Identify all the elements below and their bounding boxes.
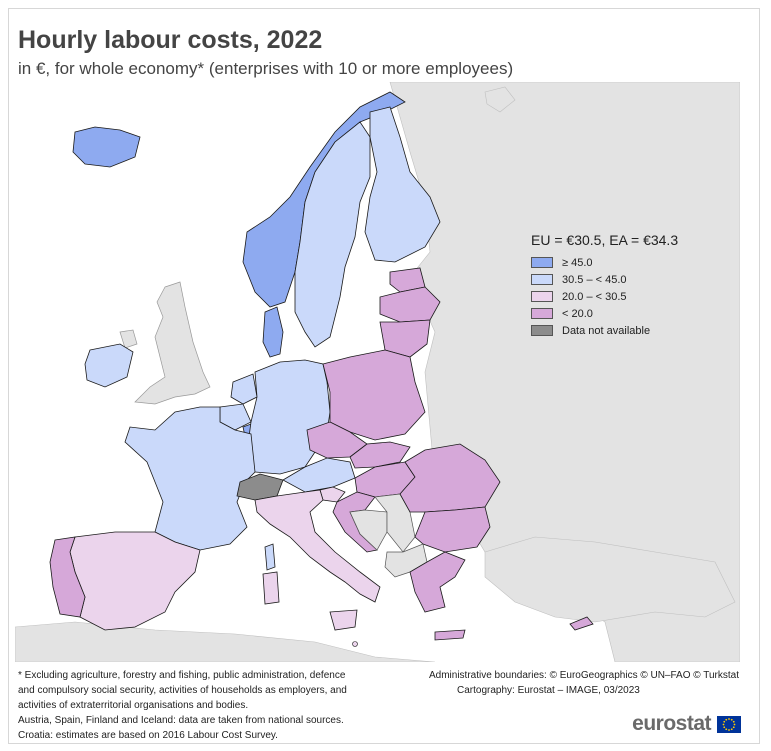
country-poland [322, 349, 426, 441]
country-netherlands [230, 373, 258, 405]
footnote-line: Croatia: estimates are based on 2016 Lab… [18, 730, 278, 741]
country-cyprus [569, 616, 594, 631]
land-north-africa [15, 621, 436, 662]
island-sicily [329, 609, 358, 631]
country-slovakia [349, 441, 411, 469]
country-italy [254, 489, 381, 603]
country-denmark [262, 306, 284, 358]
credit-boundaries: Administrative boundaries: © EuroGeograp… [428, 670, 739, 681]
legend-swatch-2 [531, 274, 553, 285]
logo-text: eurostat [632, 712, 711, 735]
legend-item: ≥ 45.0 [531, 254, 678, 271]
map-title: Hourly labour costs, 2022 [18, 26, 323, 54]
land-uk [134, 281, 211, 405]
legend-swatch-5 [531, 325, 553, 336]
land-north-islands [484, 86, 516, 113]
footnote-line: Austria, Spain, Finland and Iceland: dat… [18, 715, 344, 726]
legend-swatch-4 [531, 308, 553, 319]
legend-label: 20.0 – < 30.5 [562, 290, 627, 303]
legend-label: 30.5 – < 45.0 [562, 273, 627, 286]
land-turkey [484, 536, 736, 623]
credit-cartography: Cartography: Eurostat – IMAGE, 03/2023 [456, 685, 640, 696]
country-bulgaria [414, 506, 491, 553]
map-subtitle: in €, for whole economy* (enterprises wi… [18, 59, 514, 78]
country-malta [352, 641, 358, 647]
legend-swatch-3 [531, 291, 553, 302]
country-germany [246, 359, 331, 475]
legend-item: Data not available [531, 322, 678, 339]
island-sardinia [262, 571, 280, 605]
legend-headline: EU = €30.5, EA = €34.3 [531, 232, 679, 248]
island-crete [434, 629, 466, 641]
footnote-line: activities of extraterritorial organisat… [18, 700, 249, 711]
legend-item: 30.5 – < 45.0 [531, 271, 678, 288]
country-france [124, 406, 256, 551]
country-latvia [379, 286, 441, 323]
footnote-line: * Excluding agriculture, forestry and fi… [18, 670, 346, 681]
country-portugal [49, 536, 86, 618]
legend-item: < 20.0 [531, 305, 678, 322]
legend-label: Data not available [562, 324, 651, 337]
credits: Administrative boundaries: © EuroGeograp… [429, 668, 739, 698]
europe-map [15, 82, 740, 662]
country-greece [409, 551, 466, 613]
country-ireland [84, 343, 134, 388]
country-iceland [72, 126, 141, 168]
land-northern-ireland [119, 329, 138, 349]
island-corsica [264, 543, 276, 571]
legend-item: 20.0 – < 30.5 [531, 288, 678, 305]
legend-label: < 20.0 [562, 307, 593, 320]
country-spain [69, 531, 201, 631]
legend-swatch-1 [531, 257, 553, 268]
footnote-line: and compulsory social security, activiti… [18, 685, 347, 696]
eurostat-logo: eurostat [632, 712, 741, 736]
legend: EU = €30.5, EA = €34.3 ≥ 45.0 30.5 – < 4… [531, 232, 678, 339]
country-finland [364, 106, 441, 263]
country-sweden [294, 121, 371, 348]
eu-flag-icon [717, 715, 741, 733]
legend-label: ≥ 45.0 [562, 256, 593, 269]
footnotes: * Excluding agriculture, forestry and fi… [18, 668, 398, 743]
